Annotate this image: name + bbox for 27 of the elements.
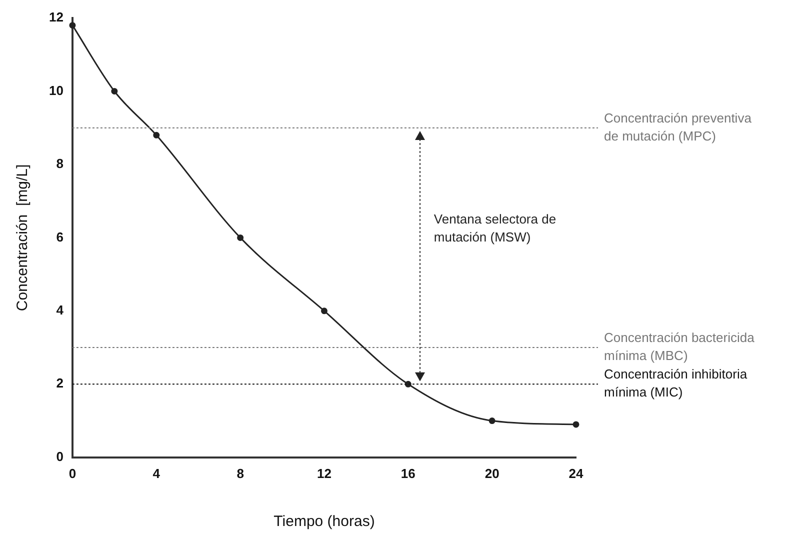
annotation: Ventana selectora de mutación (MSW) [434,211,556,244]
ref-line-label: Concentración preventiva de mutación (MPC) [604,110,752,144]
y-tick-label: 10 [48,82,64,98]
x-tick-label: 0 [68,466,76,481]
y-tick-label: 12 [48,10,64,25]
y-tick-label: 0 [56,448,64,464]
point [572,421,580,428]
point [237,234,244,241]
point [69,22,76,29]
ref-line-label: Concentración bactericida mínima (MBC) [604,330,756,364]
y-tick-label: 6 [56,229,64,244]
y-tick-label: 8 [56,156,64,172]
y-tick-label: 2 [56,376,64,391]
point [320,308,328,314]
x-tick-label: 8 [236,466,244,481]
ref-line-label: Concentración inhibitoria mínima (MIC) [604,366,748,400]
point [111,88,118,94]
point [488,418,496,424]
x-tick-label: 24 [568,466,584,481]
x-tick-label: 4 [152,466,161,481]
y-tick-label: 4 [56,302,64,318]
x-axis-title: Tiempo (horas) [274,513,375,530]
y-axis-title: Concentración [mg/L] [14,164,32,312]
x-tick-label: 20 [484,466,500,481]
x-tick-label: 12 [316,466,332,481]
x-tick-label: 16 [400,466,416,481]
point [153,132,160,138]
